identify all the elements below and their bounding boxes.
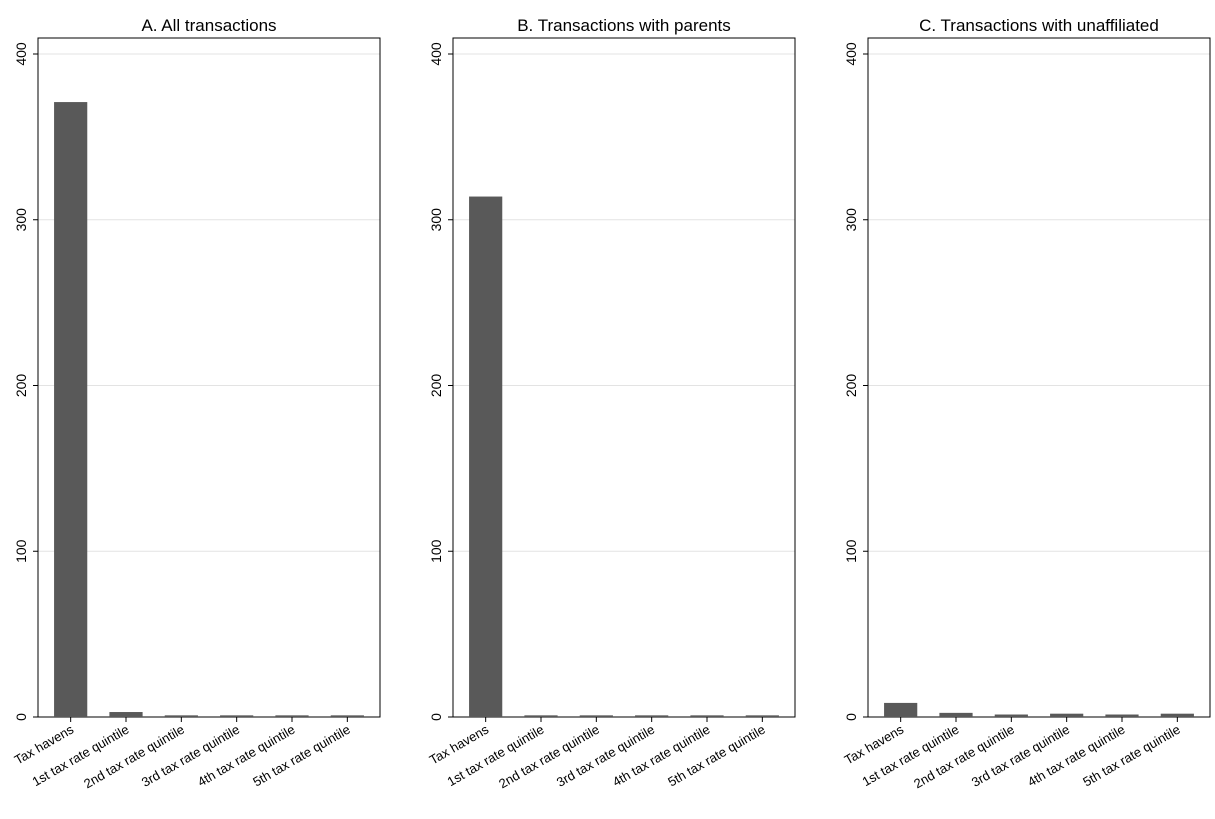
x-tick-label: 2nd tax rate quintile <box>496 722 602 792</box>
bar <box>330 715 364 717</box>
y-tick-label: 0 <box>843 713 859 721</box>
bar <box>524 715 558 717</box>
bar <box>579 715 613 717</box>
bar <box>275 715 309 717</box>
bar <box>690 715 724 717</box>
chart-panel: B. Transactions with parents 0 100 200 300 40… <box>427 16 796 792</box>
plot-frame <box>37 37 381 718</box>
plot-frame <box>452 37 796 718</box>
plot-frame <box>867 37 1211 718</box>
x-tick-label: 5th tax rate quintile <box>250 722 353 790</box>
y-tick-label: 100 <box>843 539 859 563</box>
chart-title: A. All transactions <box>141 16 276 35</box>
x-tick-label: 3rd tax rate quintile <box>554 722 657 790</box>
y-tick-label: 200 <box>13 374 29 398</box>
bar <box>164 715 198 717</box>
y-tick-label: 400 <box>13 42 29 66</box>
bar <box>884 702 918 717</box>
x-tick-label: 4th tax rate quintile <box>1025 722 1128 790</box>
y-tick-label: 0 <box>428 713 444 721</box>
x-tick-label: 3rd tax rate quintile <box>139 722 242 790</box>
bar <box>939 712 973 717</box>
chart-panel: C. Transactions with unaffiliated 0 100 200… <box>842 16 1211 792</box>
x-tick-label: 4th tax rate quintile <box>195 722 298 790</box>
y-tick-label: 200 <box>428 374 444 398</box>
chart-title: C. Transactions with unaffiliated <box>919 16 1159 35</box>
bar <box>1050 713 1084 717</box>
bar <box>1105 714 1139 717</box>
y-tick-label: 0 <box>13 713 29 721</box>
chart-title: B. Transactions with parents <box>517 16 731 35</box>
y-tick-label: 400 <box>843 42 859 66</box>
x-tick-label: 2nd tax rate quintile <box>911 722 1017 792</box>
y-tick-label: 300 <box>13 208 29 232</box>
x-tick-label: 2nd tax rate quintile <box>81 722 187 792</box>
x-tick-label: 4th tax rate quintile <box>610 722 713 790</box>
bar <box>109 712 143 717</box>
bar <box>220 715 254 717</box>
bar <box>1160 713 1194 717</box>
y-tick-label: 300 <box>428 208 444 232</box>
x-tick-label: 5th tax rate quintile <box>665 722 768 790</box>
bar <box>745 715 779 717</box>
y-tick-label: 200 <box>843 374 859 398</box>
x-tick-label: 3rd tax rate quintile <box>969 722 1072 790</box>
bar <box>994 714 1028 717</box>
y-tick-label: 400 <box>428 42 444 66</box>
y-tick-label: 300 <box>843 208 859 232</box>
y-tick-label: 100 <box>428 539 444 563</box>
bar <box>54 102 88 717</box>
bar <box>469 196 503 718</box>
bar <box>635 715 669 717</box>
y-tick-label: 100 <box>13 539 29 563</box>
x-tick-label: 5th tax rate quintile <box>1080 722 1183 790</box>
